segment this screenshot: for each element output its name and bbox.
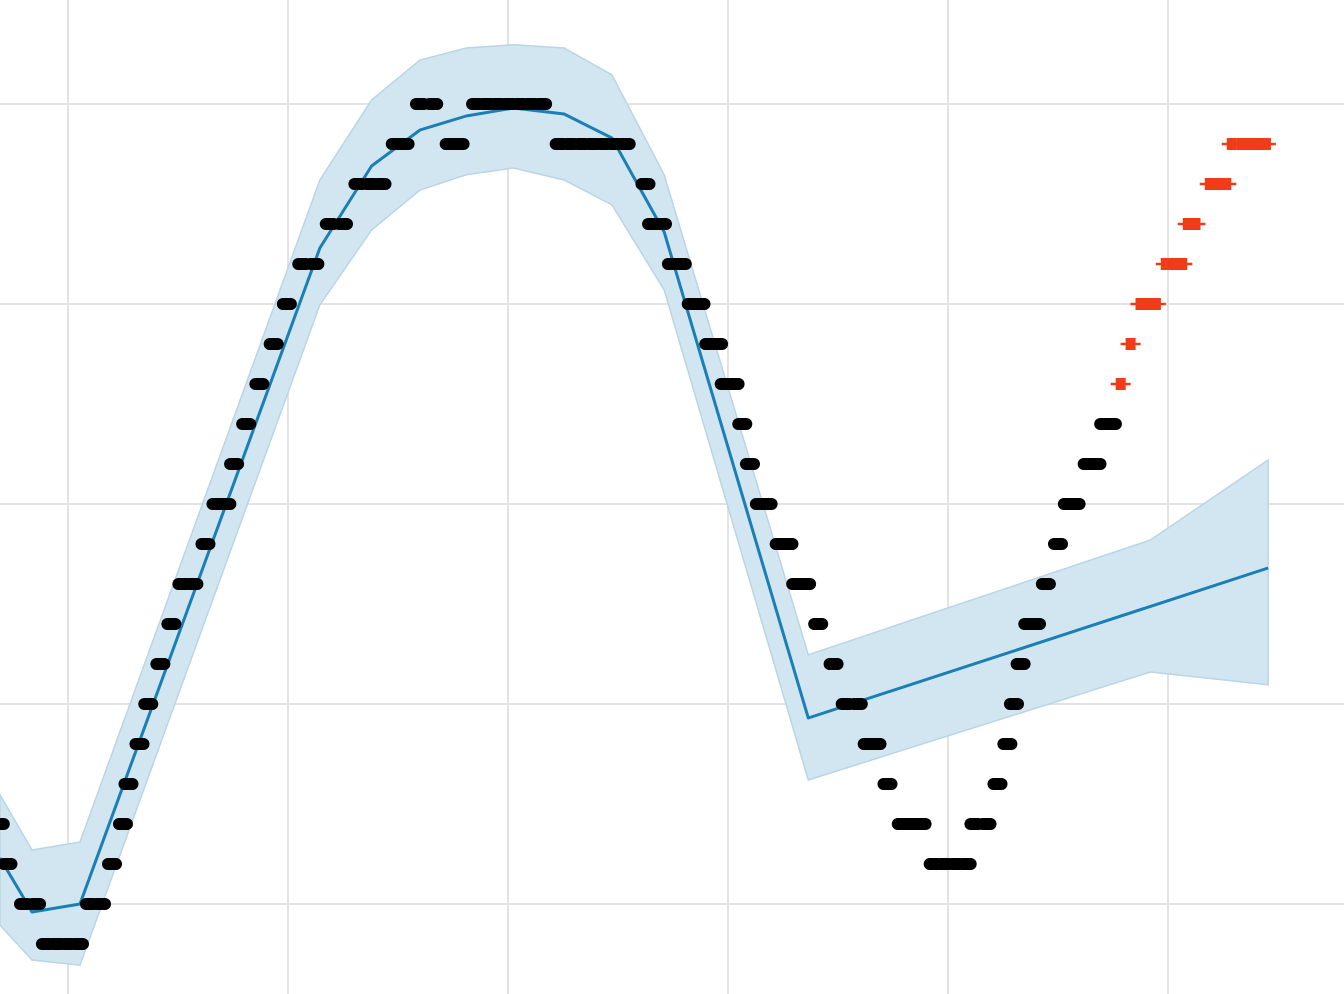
observed-point [823,658,844,670]
observed-point [216,498,237,510]
observed-point [263,338,284,350]
observed-point [671,258,692,270]
observed-point [150,658,171,670]
observed-point [118,778,139,790]
observed-point [732,418,753,430]
observed-point [615,138,636,150]
test-point [1120,338,1141,350]
observed-point [1086,458,1107,470]
test-point [1255,138,1276,150]
test-point [1145,298,1166,310]
observed-point [956,858,977,870]
observed-point [423,98,444,110]
observed-point [90,898,111,910]
observed-point [796,578,817,590]
forecast-line [0,106,1269,914]
observed-point [1025,618,1046,630]
observed-point [138,698,159,710]
observed-point [0,818,10,830]
observed-point [195,538,216,550]
observed-point [236,418,257,430]
observed-point [987,778,1008,790]
observed-point [449,138,470,150]
observed-point [1101,418,1122,430]
observed-point [847,698,868,710]
observed-point [394,138,415,150]
observed-point [708,338,729,350]
observed-point [371,178,392,190]
observed-point [129,738,150,750]
observed-point [1003,698,1024,710]
observed-point [635,178,656,190]
observed-point [532,98,553,110]
observed-point [651,218,672,230]
observed-point [161,618,182,630]
test-point [1185,218,1206,230]
observed-point [68,938,89,950]
observed-point [877,778,898,790]
test-point [1110,378,1131,390]
observed-point [778,538,799,550]
observed-point [249,378,270,390]
observed-point [26,898,47,910]
observed-point [724,378,745,390]
observed-point [183,578,204,590]
observed-point [224,458,245,470]
observed-point [1065,498,1086,510]
test-point [1216,178,1237,190]
observed-point [757,498,778,510]
observed-point [1010,658,1031,670]
observed-point [866,738,887,750]
observed-point [976,818,997,830]
observed-point [332,218,353,230]
test-point [1172,258,1193,270]
observed-point [739,458,760,470]
observed-point [911,818,932,830]
observed-point [690,298,711,310]
observed-point [101,858,122,870]
observed-point [1047,538,1068,550]
observed-point [808,618,829,630]
observed-point [112,818,133,830]
observed-point [0,858,18,870]
uncertainty-band [0,44,1269,967]
observed-point [304,258,325,270]
observed-point [997,738,1018,750]
observed-point [1035,578,1056,590]
observed-point [276,298,297,310]
